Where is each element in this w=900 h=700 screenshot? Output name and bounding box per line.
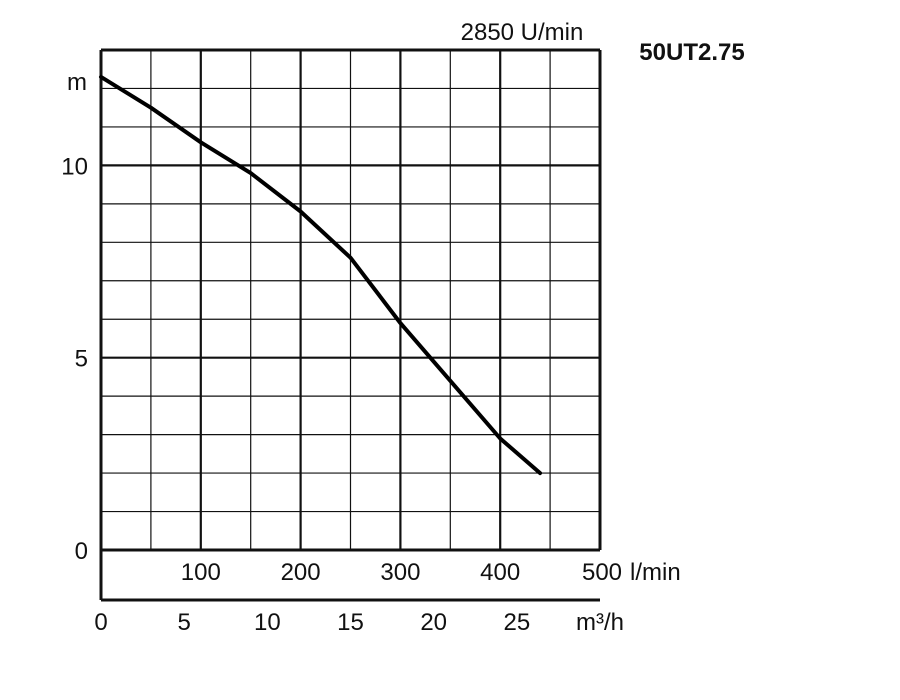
y-axis-label: m: [67, 69, 87, 96]
y-tick-label: 5: [75, 346, 88, 373]
x-primary-tick-label: 300: [380, 559, 420, 586]
x-secondary-tick-label: 5: [177, 609, 190, 636]
x-secondary-tick-label: 0: [94, 609, 107, 636]
tick-labels: 0 5 10 100 200 300 400 500 0 5 10 15 20 25: [61, 153, 622, 636]
x-secondary-tick-label: 10: [254, 609, 281, 636]
pump-curve-line: [99, 74, 543, 476]
x-primary-tick-label: 400: [480, 559, 520, 586]
x-secondary-unit: m³/h: [576, 609, 624, 636]
x-secondary-tick-label: 25: [503, 609, 530, 636]
y-tick-label: 0: [75, 538, 88, 565]
x-secondary-tick-label: 20: [420, 609, 447, 636]
x-primary-unit: l/min: [630, 559, 681, 586]
x-secondary-tick-label: 15: [337, 609, 364, 636]
x-primary-tick-label: 200: [281, 559, 321, 586]
chart-title: 50UT2.75: [639, 39, 744, 66]
x-primary-tick-label: 500: [582, 559, 622, 586]
y-tick-label: 10: [61, 153, 88, 180]
speed-label: 2850 U/min: [461, 19, 584, 46]
chart-frame: [99, 48, 602, 602]
x-primary-tick-label: 100: [181, 559, 221, 586]
series-layer: [99, 74, 543, 476]
